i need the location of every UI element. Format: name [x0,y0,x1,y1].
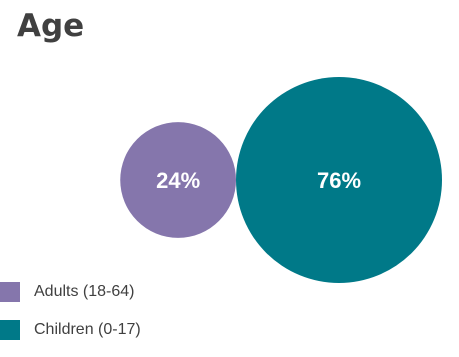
legend-item-children: Children (0-17) [0,319,141,341]
legend-label-children: Children (0-17) [34,321,141,338]
bubble-adults [120,122,236,238]
bubble-chart: 24% 76% [120,77,442,283]
bubble-children [236,77,442,283]
legend-swatch-children [0,320,20,340]
legend-item-adults: Adults (18-64) [0,281,141,303]
legend-swatch-adults [0,282,20,302]
bubble-label-adults: 24% [156,168,200,193]
legend-label-adults: Adults (18-64) [34,283,135,300]
chart-legend: Adults (18-64) Children (0-17) [0,281,141,357]
bubble-label-children: 76% [317,168,361,193]
chart-title: Age [17,8,85,44]
